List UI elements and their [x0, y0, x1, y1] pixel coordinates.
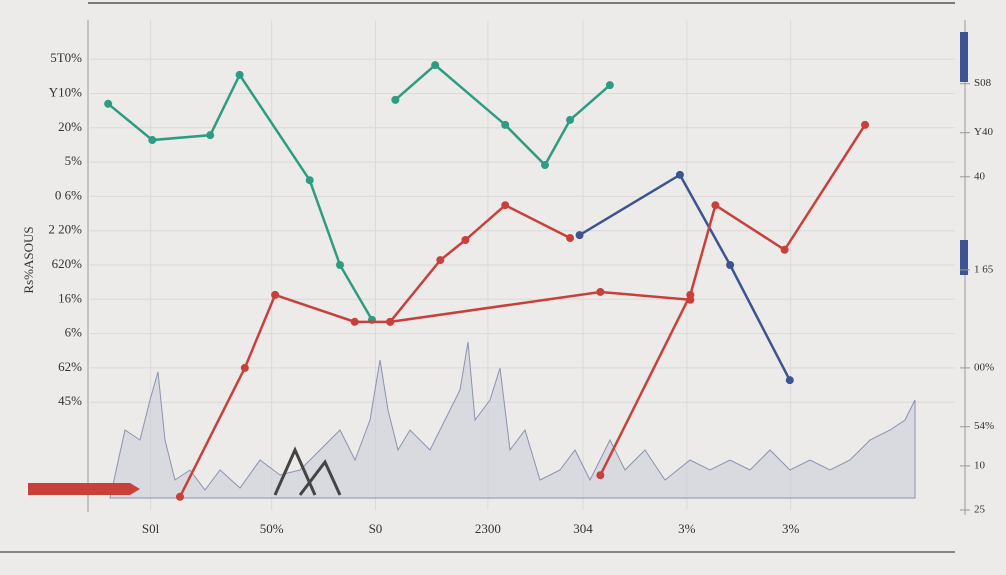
x-tick-label: 50% [260, 521, 284, 536]
y2-tick-label: 10 [974, 459, 986, 471]
series-point [726, 261, 735, 269]
series-point [175, 492, 184, 501]
x-tick-label: 3% [678, 521, 696, 536]
series-line [394, 63, 611, 168]
y2-tick-label: 40 [974, 170, 986, 182]
y2-tick-label: 25 [974, 504, 986, 516]
series-point [235, 70, 244, 79]
x-tick-label: S0 [369, 521, 383, 536]
y2-tick-label: 54% [974, 420, 994, 432]
series-point [575, 231, 584, 240]
x-tick-label: 304 [573, 521, 593, 536]
series-point [431, 61, 440, 70]
y2-tick-label: Y40 [974, 126, 993, 138]
series-point [605, 81, 614, 90]
series-point [785, 376, 794, 385]
series-point [350, 317, 359, 326]
x-tick-label: 2300 [475, 521, 501, 536]
background-spikes [109, 341, 916, 499]
red-arrow [28, 483, 140, 495]
y-tick-label: 20% [58, 119, 82, 134]
series-point [501, 201, 510, 210]
series-point [335, 261, 344, 269]
series-point [148, 136, 157, 145]
series-point [711, 201, 720, 210]
series-line [599, 124, 867, 476]
y2-marker [960, 240, 968, 275]
y-tick-label: 0 6% [55, 187, 82, 202]
x-tick-label: 3% [782, 521, 800, 536]
y-tick-label: 45% [58, 393, 82, 408]
y-axis-title: Rs%ASOUS [21, 226, 36, 293]
y-tick-label: Y10% [49, 84, 82, 99]
series-point [271, 290, 280, 299]
y2-tick-label: S08 [974, 77, 992, 89]
x-tick-label: S0l [142, 521, 160, 536]
series-point [436, 256, 445, 265]
series-point [566, 234, 575, 243]
series-point [305, 176, 314, 185]
series-line [389, 290, 691, 324]
y-tick-label: 5% [65, 153, 83, 168]
series-point [240, 363, 249, 372]
y-tick-label: 2 20% [48, 222, 82, 237]
y-tick-label: 5T0% [50, 50, 82, 65]
dark-peaks [273, 446, 342, 496]
y2-tick-label: 00% [974, 361, 994, 373]
y-tick-label: 620% [52, 256, 83, 271]
series-line [578, 173, 791, 381]
series-point [391, 95, 400, 104]
series-point [206, 131, 215, 140]
series-point [461, 236, 470, 245]
series-point [780, 245, 789, 254]
series-point [386, 317, 395, 326]
series-point [104, 99, 113, 108]
y2-tick-label: 1 65 [974, 263, 994, 275]
y-tick-label: 16% [58, 290, 82, 305]
y-tick-label: 62% [58, 359, 82, 374]
series-point [596, 471, 605, 480]
series-point [675, 170, 684, 179]
series-point [861, 120, 870, 129]
y2-marker [960, 32, 968, 82]
series-point [501, 120, 510, 129]
series-point [540, 161, 549, 170]
series-point [686, 290, 695, 299]
series-point [596, 287, 605, 296]
y-tick-label: 6% [65, 325, 83, 340]
series-point [566, 115, 575, 124]
series-line [107, 72, 374, 321]
